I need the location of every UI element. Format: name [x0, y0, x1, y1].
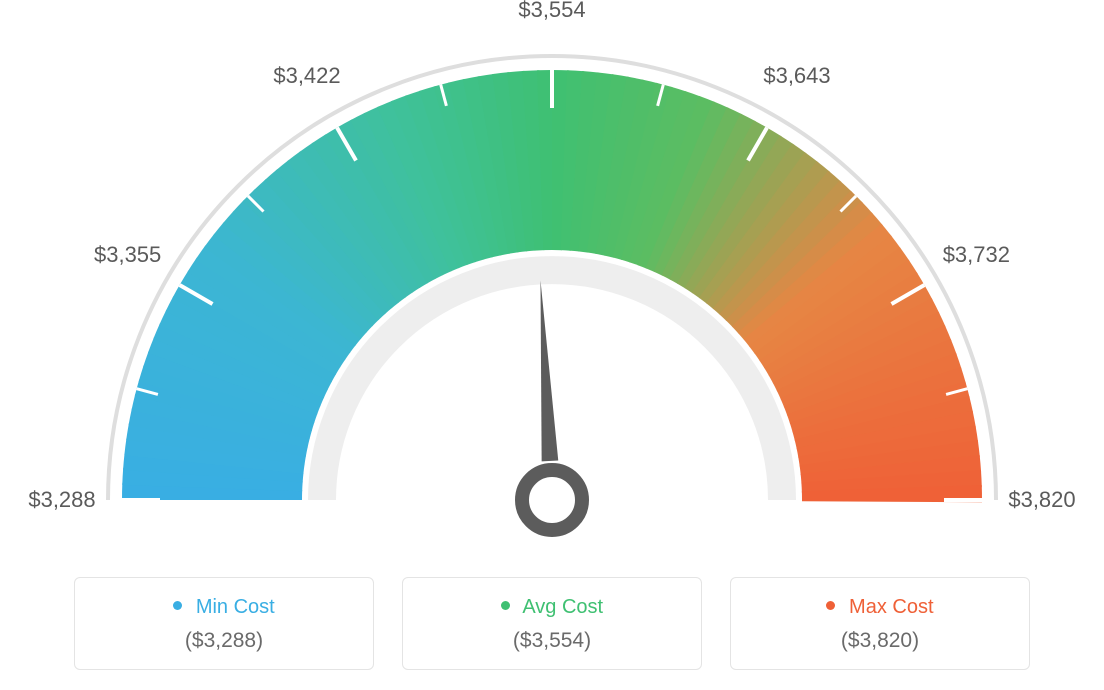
gauge-tick-label: $3,820 [1008, 487, 1075, 513]
gauge-tick-label: $3,643 [763, 63, 830, 89]
gauge-tick-label: $3,554 [518, 0, 585, 23]
legend-value-avg: ($3,554) [413, 629, 691, 653]
legend-row: Min Cost ($3,288) Avg Cost ($3,554) Max … [0, 577, 1104, 670]
legend-card-avg: Avg Cost ($3,554) [402, 577, 702, 670]
cost-gauge: $3,288 $3,355 $3,422 $3,554 $3,643 $3,732 $3,8… [0, 0, 1104, 560]
legend-value-max: ($3,820) [741, 629, 1019, 653]
legend-value-min: ($3,288) [85, 629, 363, 653]
legend-title-max: Max Cost [741, 596, 1019, 619]
legend-title-min: Min Cost [85, 596, 363, 619]
dot-icon [826, 601, 835, 610]
legend-title-text: Max Cost [849, 596, 933, 618]
dot-icon [501, 601, 510, 610]
legend-title-avg: Avg Cost [413, 596, 691, 619]
legend-card-max: Max Cost ($3,820) [730, 577, 1030, 670]
gauge-tick-label: $3,732 [943, 242, 1010, 268]
gauge-tick-label: $3,288 [28, 487, 95, 513]
dot-icon [173, 601, 182, 610]
gauge-tick-label: $3,355 [94, 242, 161, 268]
legend-title-text: Min Cost [196, 596, 275, 618]
legend-card-min: Min Cost ($3,288) [74, 577, 374, 670]
gauge-tick-label: $3,422 [273, 63, 340, 89]
legend-title-text: Avg Cost [522, 596, 603, 618]
gauge-svg [0, 0, 1104, 560]
